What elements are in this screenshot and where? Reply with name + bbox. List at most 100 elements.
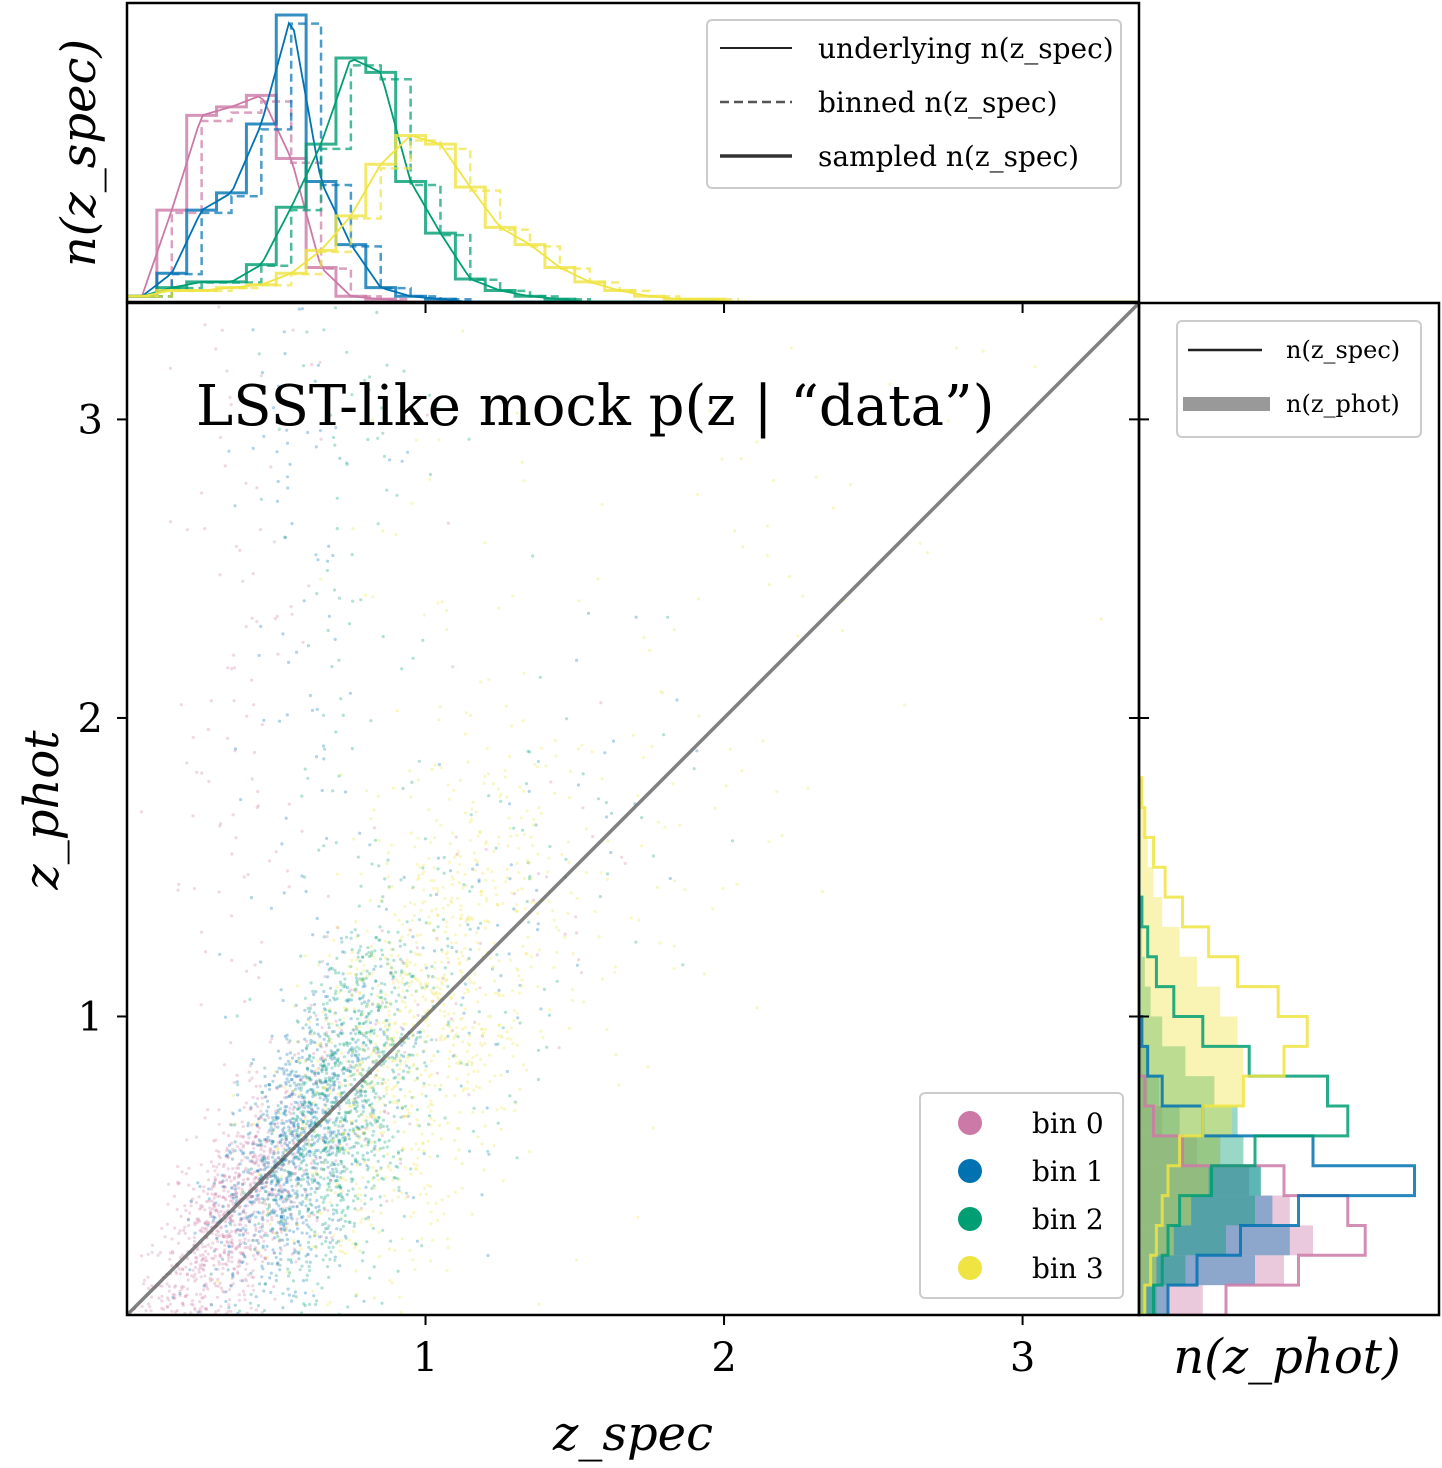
scatter-point <box>281 1306 285 1310</box>
scatter-point <box>467 977 471 981</box>
scatter-point <box>496 1121 500 1125</box>
scatter-point <box>232 653 236 657</box>
scatter-point <box>292 1241 296 1245</box>
scatter-point <box>342 1071 346 1076</box>
scatter-point <box>372 1176 376 1180</box>
scatter-point <box>308 1198 312 1202</box>
scatter-point <box>231 1112 235 1116</box>
scatter-point <box>567 860 571 864</box>
scatter-point <box>348 1083 352 1087</box>
scatter-point <box>313 379 317 383</box>
scatter-point <box>320 1056 324 1060</box>
scatter-point <box>389 1043 393 1047</box>
scatter-point <box>282 1069 286 1073</box>
scatter-point <box>363 378 367 382</box>
scatter-point <box>468 927 472 931</box>
scatter-point <box>466 760 470 764</box>
scatter-point <box>299 1078 303 1082</box>
scatter-point <box>354 1242 358 1246</box>
scatter-point <box>285 1104 289 1109</box>
scatter-point <box>365 1030 369 1034</box>
scatter-point <box>276 1181 280 1185</box>
scatter-point <box>305 1172 309 1176</box>
scatter-point <box>163 1235 167 1239</box>
scatter-point <box>389 953 393 958</box>
scatter-point <box>526 861 530 865</box>
scatter-point <box>380 929 384 933</box>
scatter-point <box>250 616 254 620</box>
scatter-point <box>720 457 724 461</box>
scatter-point <box>323 1208 327 1212</box>
scatter-point <box>261 1222 265 1227</box>
scatter-point <box>348 1069 352 1073</box>
scatter-point <box>292 1152 296 1156</box>
scatter-point <box>324 995 328 999</box>
scatter-point <box>672 966 676 971</box>
scatter-point <box>235 1080 239 1084</box>
scatter-point <box>332 1055 336 1059</box>
scatter-point <box>195 1260 199 1264</box>
top-panel-legend: underlying n(z_spec) binned n(z_spec) sa… <box>706 19 1122 189</box>
scatter-point <box>415 1077 419 1081</box>
scatter-point <box>323 1110 327 1115</box>
scatter-point <box>239 1134 243 1138</box>
scatter-point <box>204 1222 208 1226</box>
scatter-point <box>304 1122 309 1126</box>
scatter-point <box>321 713 326 717</box>
scatter-point <box>326 975 330 979</box>
scatter-point <box>334 1153 338 1157</box>
scatter-point <box>435 995 440 999</box>
scatter-point <box>656 885 660 890</box>
scatter-point <box>506 844 510 848</box>
scatter-point <box>370 1149 374 1153</box>
scatter-point <box>659 690 663 694</box>
scatter-point <box>345 1167 349 1171</box>
scatter-point <box>297 1150 301 1154</box>
scatter-point <box>683 888 687 892</box>
scatter-point <box>224 1154 228 1158</box>
scatter-point <box>257 1230 261 1234</box>
scatter-point <box>194 1135 198 1139</box>
scatter-point <box>387 1021 392 1025</box>
scatter-point <box>305 1273 309 1277</box>
scatter-point <box>328 1118 332 1122</box>
scatter-point <box>497 1023 501 1027</box>
scatter-point <box>388 1161 392 1165</box>
scatter-point <box>326 1082 330 1087</box>
scatter-point <box>235 1166 239 1170</box>
scatter-point <box>280 1121 284 1125</box>
scatter-point <box>375 1005 379 1009</box>
scatter-point <box>328 1178 332 1182</box>
scatter-point <box>241 1145 245 1149</box>
scatter-point <box>300 1127 304 1131</box>
scatter-point <box>259 1186 263 1190</box>
scatter-point <box>336 1129 340 1133</box>
scatter-point <box>311 989 315 994</box>
scatter-point <box>376 1048 380 1052</box>
scatter-point <box>486 867 490 871</box>
scatter-point <box>334 1100 338 1104</box>
scatter-point <box>183 1225 187 1229</box>
scatter-point <box>168 1302 172 1306</box>
scatter-point <box>292 1294 296 1298</box>
scatter-point <box>364 1057 368 1061</box>
scatter-point <box>397 993 401 997</box>
scatter-point <box>252 1288 256 1292</box>
scatter-point <box>408 928 413 932</box>
scatter-point <box>408 1249 412 1253</box>
scatter-point <box>278 1246 282 1250</box>
scatter-point <box>237 1222 241 1226</box>
scatter-point <box>487 678 491 682</box>
scatter-point <box>476 1069 480 1073</box>
scatter-point <box>265 1233 269 1238</box>
scatter-point <box>283 1108 287 1112</box>
scatter-point <box>322 844 326 848</box>
scatter-point <box>415 1036 419 1040</box>
scatter-point <box>333 1044 337 1048</box>
scatter-point <box>206 727 210 732</box>
scatter-point <box>215 1237 219 1241</box>
scatter-point <box>260 1186 264 1190</box>
scatter-point <box>285 1216 289 1220</box>
scatter-point <box>251 1122 256 1126</box>
scatter-point <box>359 1092 363 1096</box>
